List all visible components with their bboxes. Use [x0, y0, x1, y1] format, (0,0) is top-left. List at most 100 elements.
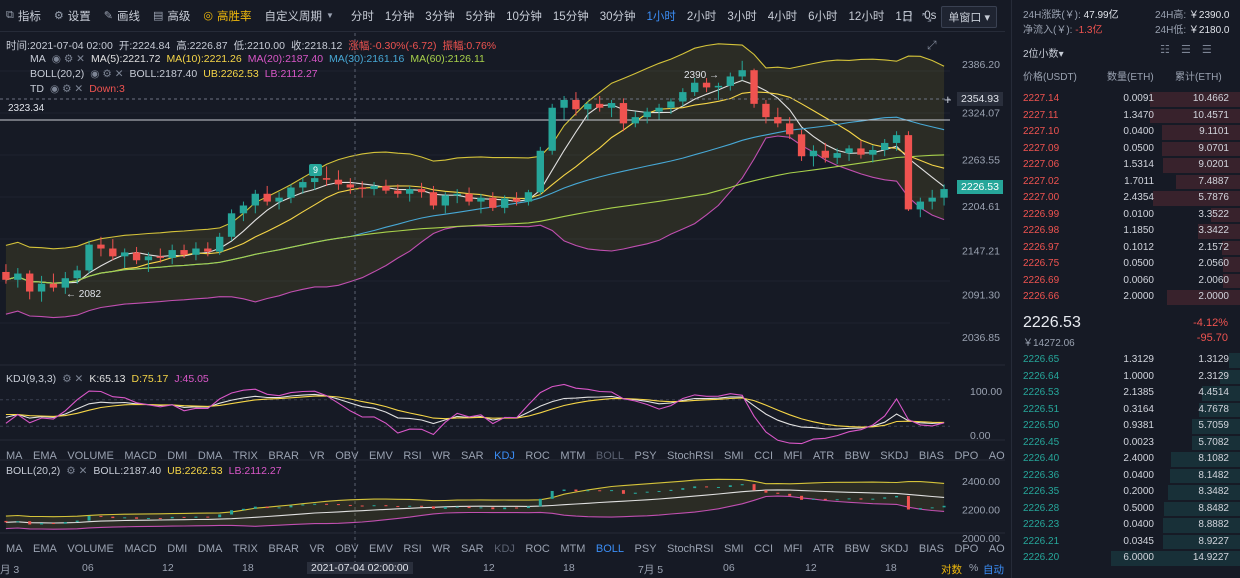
indicator-tab-obv[interactable]: OBV	[335, 543, 359, 555]
period-6[interactable]: 30分钟	[599, 10, 636, 23]
indicator-tab-smi[interactable]: SMI	[724, 543, 744, 555]
ask-row[interactable]: 2226.98 1.1850 3.3422	[1012, 223, 1240, 240]
td-eye-icon[interactable]: ◉ ⚙ ✕	[50, 83, 84, 95]
bid-row[interactable]: 2226.53 2.1385 4.4514	[1012, 385, 1240, 402]
indicator-tab-mtm[interactable]: MTM	[560, 450, 586, 462]
indicator-tab-volume[interactable]: VOLUME	[67, 450, 114, 462]
period-1[interactable]: 1分钟	[384, 10, 415, 23]
period-3[interactable]: 5分钟	[465, 10, 496, 23]
tool-settings[interactable]: ⚙ 设置	[54, 8, 91, 24]
expand-icon[interactable]: ⤢	[927, 38, 937, 52]
indicator-tab-ma[interactable]: MA	[6, 450, 23, 462]
ask-row[interactable]: 2226.66 2.0000 2.0000	[1012, 289, 1240, 306]
ask-row[interactable]: 2227.14 0.0091 10.4662	[1012, 91, 1240, 108]
indicator-tab-sar[interactable]: SAR	[460, 450, 484, 462]
ask-row[interactable]: 2227.10 0.0400 9.1101	[1012, 124, 1240, 141]
indicator-tab-vr[interactable]: VR	[309, 450, 325, 462]
bid-row[interactable]: 2226.51 0.3164 4.7678	[1012, 402, 1240, 419]
indicator-tab-rsi[interactable]: RSI	[403, 450, 422, 462]
indicator-tab-bbw[interactable]: BBW	[844, 450, 870, 462]
bid-row[interactable]: 2226.36 0.0400 8.1482	[1012, 468, 1240, 485]
indicator-tab-mfi[interactable]: MFI	[783, 543, 803, 555]
indicator-tab-bias[interactable]: BIAS	[918, 450, 944, 462]
period-9[interactable]: 3小时	[727, 10, 757, 23]
bid-row[interactable]: 2226.65 1.3129 1.3129	[1012, 352, 1240, 369]
chart-area[interactable]: 2386.20 2324.07 2263.55 2204.61 2147.21 2091.…	[0, 33, 1109, 578]
bid-row[interactable]: 2226.35 0.2000 8.3482	[1012, 484, 1240, 501]
ask-row[interactable]: 2227.06 1.5314 9.0201	[1012, 157, 1240, 174]
bid-row[interactable]: 2226.20 6.0000 14.9227	[1012, 550, 1240, 567]
indicator-tab-wr[interactable]: WR	[432, 543, 451, 555]
indicator-tab-skdj[interactable]: SKDJ	[880, 450, 909, 462]
auto-scale-toggle[interactable]: 自动	[983, 564, 1004, 576]
period-14[interactable]: 0s	[924, 9, 937, 22]
indicator-tab-ema[interactable]: EMA	[33, 543, 57, 555]
custom-period-dropdown[interactable]: 自定义周期 ▼	[264, 8, 337, 24]
percent-scale-toggle[interactable]: %	[969, 562, 979, 574]
bid-row[interactable]: 2226.23 0.0400 8.8882	[1012, 517, 1240, 534]
indicator-tab-ao[interactable]: AO	[988, 450, 1005, 462]
indicator-tab-macd[interactable]: MACD	[124, 543, 157, 555]
indicator-tab-stochrsi[interactable]: StochRSI	[667, 543, 714, 555]
bid-row[interactable]: 2226.40 2.4000 8.1082	[1012, 451, 1240, 468]
indicator-tab-sar[interactable]: SAR	[460, 543, 484, 555]
indicator-tab-smi[interactable]: SMI	[724, 450, 744, 462]
ask-row[interactable]: 2226.75 0.0500 2.0560	[1012, 256, 1240, 273]
boll2-settings-icon[interactable]: ⚙ ✕	[66, 465, 88, 477]
indicator-tab-emv[interactable]: EMV	[368, 450, 393, 462]
indicator-tab-wr[interactable]: WR	[432, 450, 451, 462]
indicator-tab-vr[interactable]: VR	[309, 543, 325, 555]
bid-row[interactable]: 2226.50 0.9381 5.7059	[1012, 418, 1240, 435]
indicator-tab-trix[interactable]: TRIX	[232, 450, 258, 462]
indicator-tab-kdj[interactable]: KDJ	[494, 450, 515, 462]
book-asks-icon[interactable]: ☰	[1201, 44, 1212, 56]
indicator-tab-ao[interactable]: AO	[988, 543, 1005, 555]
indicator-tab-atr[interactable]: ATR	[812, 543, 835, 555]
indicator-tab-boll[interactable]: BOLL	[595, 450, 625, 462]
period-8[interactable]: 2小时	[686, 10, 717, 23]
ask-row[interactable]: 2226.99 0.0100 3.3522	[1012, 207, 1240, 224]
indicator-tab-mfi[interactable]: MFI	[783, 450, 803, 462]
indicator-tab-dpo[interactable]: DPO	[954, 543, 979, 555]
fullscreen-icon[interactable]: ⛶	[903, 9, 912, 24]
bid-row[interactable]: 2226.64 1.0000 2.3129	[1012, 369, 1240, 386]
period-13[interactable]: 1日	[895, 10, 914, 23]
indicator-tab-dmi[interactable]: DMI	[167, 543, 188, 555]
period-10[interactable]: 4小时	[767, 10, 798, 23]
indicator-tab-roc[interactable]: ROC	[525, 543, 550, 555]
indicator-tab-cci[interactable]: CCI	[754, 543, 774, 555]
period-7[interactable]: 1小时	[646, 10, 676, 23]
indicator-tab-obv[interactable]: OBV	[335, 450, 359, 462]
add-line-icon[interactable]: +	[944, 92, 952, 107]
bid-row[interactable]: 2226.21 0.0345 8.9227	[1012, 534, 1240, 551]
indicator-tab-dpo[interactable]: DPO	[954, 450, 979, 462]
indicator-tab-mtm[interactable]: MTM	[560, 543, 586, 555]
indicator-tab-emv[interactable]: EMV	[368, 543, 393, 555]
indicator-tab-dma[interactable]: DMA	[197, 543, 223, 555]
bid-row[interactable]: 2226.28 0.5000 8.8482	[1012, 501, 1240, 518]
collapse-icon[interactable]: ⤡	[921, 9, 932, 24]
indicator-tab-macd[interactable]: MACD	[124, 450, 157, 462]
ask-row[interactable]: 2227.02 1.7011 7.4887	[1012, 174, 1240, 191]
kline-chart[interactable]: 2386.20 2324.07 2263.55 2204.61 2147.21 2091.…	[0, 33, 1005, 578]
indicator-tab-psy[interactable]: PSY	[634, 543, 657, 555]
indicator-tab-dma[interactable]: DMA	[197, 450, 223, 462]
window-select[interactable]: 单窗口 ▾	[941, 6, 997, 28]
indicator-tab-bbw[interactable]: BBW	[844, 543, 870, 555]
indicator-tab-kdj[interactable]: KDJ	[494, 543, 515, 555]
period-11[interactable]: 6小时	[808, 10, 838, 23]
tool-indicator[interactable]: ⧉ 指标	[6, 8, 41, 24]
indicator-tab-rsi[interactable]: RSI	[403, 543, 422, 555]
tool-draw[interactable]: ✎ 画线	[104, 8, 140, 24]
indicator-tab-brar[interactable]: BRAR	[268, 543, 299, 555]
indicator-tab-bias[interactable]: BIAS	[918, 543, 944, 555]
indicator-tab-skdj[interactable]: SKDJ	[880, 543, 909, 555]
kdj-settings-icon[interactable]: ⚙ ✕	[62, 373, 84, 385]
indicator-tab-brar[interactable]: BRAR	[268, 450, 299, 462]
period-4[interactable]: 10分钟	[506, 10, 542, 23]
ask-row[interactable]: 2226.97 0.1012 2.1572	[1012, 240, 1240, 257]
ask-row[interactable]: 2226.69 0.0060 2.0060	[1012, 273, 1240, 290]
indicator-tab-atr[interactable]: ATR	[812, 450, 835, 462]
period-12[interactable]: 12小时	[848, 10, 885, 23]
bid-row[interactable]: 2226.45 0.0023 5.7082	[1012, 435, 1240, 452]
